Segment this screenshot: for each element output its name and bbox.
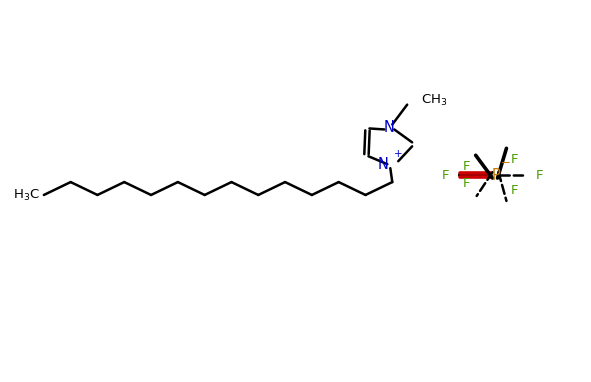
Text: H$_3$C: H$_3$C [13,188,40,202]
Text: F: F [511,153,518,166]
Text: N: N [378,157,388,172]
Text: +: + [394,149,403,159]
Text: F: F [536,168,544,181]
Text: F: F [511,184,518,197]
Text: CH$_3$: CH$_3$ [421,93,447,108]
Text: F: F [463,177,470,190]
Text: −: − [501,156,511,169]
Text: F: F [441,168,449,181]
Text: P: P [491,168,500,183]
Text: F: F [463,160,470,173]
Text: N: N [384,120,395,135]
